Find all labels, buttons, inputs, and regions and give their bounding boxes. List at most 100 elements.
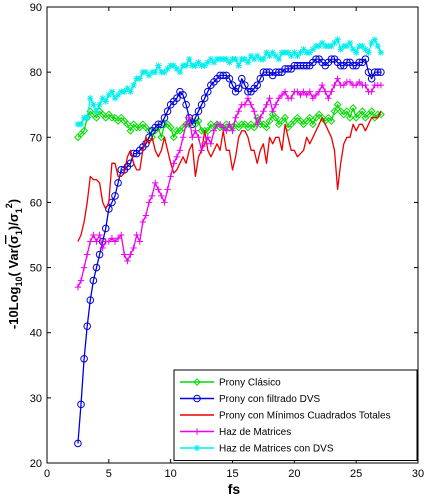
data-point <box>99 95 106 102</box>
data-point <box>269 108 276 115</box>
data-point <box>173 153 181 161</box>
data-point <box>305 113 314 122</box>
data-point <box>331 39 338 47</box>
data-point <box>244 87 252 96</box>
legend-marker <box>193 378 201 386</box>
data-point <box>101 224 110 233</box>
data-point <box>172 126 181 135</box>
series-5 <box>74 36 385 128</box>
data-point <box>92 113 101 122</box>
data-point <box>368 39 375 47</box>
legend-entry: Prony con filtrado DVS <box>219 394 320 405</box>
data-point <box>237 120 246 129</box>
data-point <box>260 108 267 115</box>
data-point <box>330 107 339 116</box>
data-point <box>173 65 181 73</box>
data-point <box>216 121 224 128</box>
data-point <box>173 94 181 102</box>
data-point <box>377 68 385 76</box>
y-tick-label: 80 <box>30 67 42 79</box>
data-point <box>77 121 85 128</box>
data-point <box>294 52 301 60</box>
data-point <box>322 88 329 95</box>
data-point <box>266 95 273 102</box>
data-point <box>148 192 156 200</box>
data-point <box>124 257 131 265</box>
data-point <box>374 68 382 76</box>
data-point <box>315 42 323 50</box>
data-point <box>157 120 166 129</box>
data-point <box>288 52 295 60</box>
x-tick-label: 20 <box>288 468 300 480</box>
y-tick-label: 20 <box>30 458 42 470</box>
data-point <box>86 296 95 304</box>
data-point <box>262 123 271 132</box>
y-axis: 20 30 40 50 60 70 80 90 <box>30 2 418 470</box>
data-point <box>308 120 317 129</box>
data-point <box>244 95 252 102</box>
data-point <box>244 59 252 66</box>
y-axis-label-sigma-hat-subscript: 1 <box>14 230 24 235</box>
data-point <box>179 91 187 99</box>
x-axis: 0 5 10 15 20 25 30 <box>44 7 424 480</box>
data-point <box>182 62 190 69</box>
data-point <box>250 123 259 132</box>
data-point <box>229 127 236 134</box>
data-point <box>170 62 177 69</box>
x-tick-label: 5 <box>106 468 112 480</box>
data-point <box>163 107 172 116</box>
data-point <box>278 91 286 99</box>
data-point <box>129 149 138 158</box>
data-point <box>337 46 344 53</box>
data-point <box>254 121 261 128</box>
data-point <box>130 244 137 252</box>
data-point <box>374 42 382 50</box>
data-point <box>169 133 178 142</box>
data-point <box>336 61 345 70</box>
data-point <box>210 59 218 66</box>
data-point <box>89 276 98 285</box>
data-point <box>312 91 320 99</box>
data-point <box>74 283 82 291</box>
data-point <box>232 55 239 63</box>
data-point <box>232 114 239 121</box>
data-point <box>203 87 212 96</box>
x-tick-label: 30 <box>412 468 424 480</box>
data-point <box>90 101 97 108</box>
data-point <box>204 59 211 66</box>
data-point <box>256 74 265 83</box>
data-point <box>328 42 335 50</box>
data-point <box>346 39 354 47</box>
data-point <box>74 439 82 448</box>
data-point <box>235 108 242 115</box>
data-point <box>333 100 342 109</box>
y-axis-label-var: ( Var( <box>6 243 21 276</box>
data-point <box>297 91 304 99</box>
y-tick-label: 60 <box>30 197 42 209</box>
data-point <box>102 98 109 105</box>
data-point <box>262 68 271 76</box>
data-point <box>80 126 89 135</box>
data-point <box>241 55 249 63</box>
data-point <box>241 81 249 89</box>
data-point <box>309 95 317 102</box>
data-point <box>139 218 147 226</box>
y-tick-label: 90 <box>30 2 42 14</box>
data-point <box>331 81 338 89</box>
data-point <box>226 59 233 66</box>
data-point <box>271 113 280 122</box>
data-point <box>340 81 347 89</box>
data-point <box>126 126 135 135</box>
legend-marker <box>193 444 201 452</box>
data-point <box>197 100 206 109</box>
data-point <box>157 133 166 142</box>
data-point <box>200 94 209 102</box>
y-axis-label: -10Log10( Var(σ1)/σ12) <box>4 199 24 329</box>
data-point <box>346 113 354 122</box>
data-point <box>359 42 366 50</box>
data-point <box>327 55 336 63</box>
data-point <box>376 110 385 119</box>
data-point <box>99 244 106 252</box>
data-point <box>241 101 249 108</box>
data-point <box>136 238 143 245</box>
